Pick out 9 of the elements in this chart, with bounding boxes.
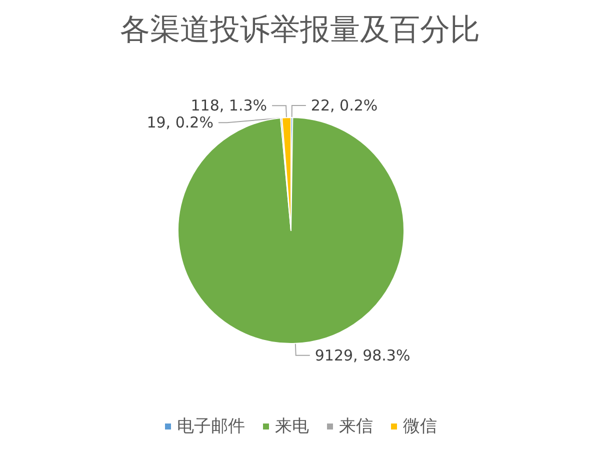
- legend-label: 微信: [403, 416, 437, 436]
- data-label: 22, 0.2%: [310, 96, 378, 115]
- data-label: 9129, 98.3%: [314, 346, 410, 364]
- legend-label: 来信: [339, 416, 373, 436]
- legend-label: 来电: [275, 416, 309, 436]
- data-label: 118, 1.3%: [190, 96, 268, 115]
- chart-title: 各渠道投诉举报量及百分比: [120, 12, 480, 48]
- data-label: 19, 0.2%: [146, 114, 214, 132]
- legend-label: 电子邮件: [177, 416, 245, 436]
